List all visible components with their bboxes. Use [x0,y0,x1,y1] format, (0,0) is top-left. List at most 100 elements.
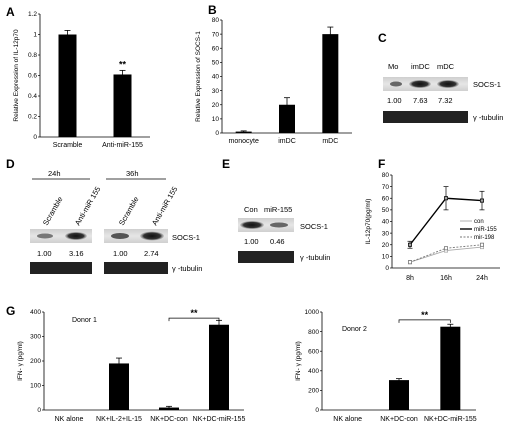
chart-a-bar [58,34,77,137]
chart-g1-ylabel: IFN- γ (pg/ml) [17,341,24,381]
chart-b-ylabel: Relative Expression of SOCS-1 [195,31,202,122]
blot-e-loading: γ -tubulin [300,253,330,262]
blot-e: Con miR-155 SOCS-1 1.00 0.46 γ -tubulin [238,205,330,263]
chart-f-point [407,260,412,265]
chart-b-category-label: monocyte [228,138,258,145]
blot-d-band-4 [140,231,164,241]
chart-a-ytick-label: 0.8 [28,52,37,59]
chart-a-ytick-label: 0.4 [28,93,37,100]
chart-a-ytick-label: 0.6 [28,73,37,80]
chart-f-legend-label: miR-155 [474,227,497,233]
blot-c-lane-1: Mo [388,62,398,71]
chart-g1-significance-bracket [168,317,220,322]
blot-d: 24h 36h Scramble Anti-miR 155 Scramble A… [30,169,202,274]
chart-b-ytick-label: 60 [212,45,220,52]
chart-g1-bar [209,324,229,410]
panel-label-f: F [378,157,385,171]
blot-d-loading-band-2 [104,262,168,274]
chart-f-ytick-label: 80 [382,172,390,179]
chart-g2-ytick-label: 400 [308,368,319,375]
chart-b-ytick-label: 20 [212,102,220,109]
chart-b: 0 10 20 30 40 50 60 70 80 Relative Expression of … [195,17,352,145]
chart-g2-ytick-label: 1000 [305,309,320,316]
chart-g1-ytick-label: 300 [30,334,41,341]
chart-g1-ytick-label: 200 [30,358,41,365]
chart-a: 0 0.2 0.4 0.6 0.8 1 1.2 Relative Expression of … [13,11,150,149]
blot-d-band-2 [65,232,87,240]
chart-g2-category-label: NK+DC-con [380,416,418,423]
chart-b-category-label: mDC [322,138,338,145]
blot-c-loading: γ -tubulin [473,113,503,122]
blot-d-protein: SOCS-1 [172,233,200,242]
chart-g1-ytick-label: 400 [30,309,41,316]
chart-g1-category-label: NK alone [55,416,84,423]
chart-a-bar [113,74,132,137]
chart-f-ytick-label: 50 [382,207,390,214]
blot-d-band-1 [37,233,53,239]
chart-g1-ytick-label: 100 [30,383,41,390]
chart-b-ytick-label: 40 [212,74,220,81]
blot-c-quant-1: 1.00 [387,96,402,105]
blot-e-band-1 [240,221,264,229]
chart-f-ytick-label: 20 [382,242,390,249]
chart-f-legend-label: con [474,219,484,225]
chart-f-ytick-label: 60 [382,195,390,202]
chart-b-ytick-label: 0 [215,130,219,137]
chart-b-ytick-label: 10 [212,116,220,123]
chart-f-ytick-label: 10 [382,254,390,261]
chart-g2-ytick-label: 0 [315,407,319,414]
chart-g1-bar [109,363,129,410]
chart-g2-significance-bracket [398,319,451,323]
blot-d-lane-1: Scramble [41,195,65,227]
blot-c-quant-2: 7.63 [413,96,428,105]
chart-a-ytick-label: 1.2 [28,11,37,18]
chart-b-ytick-label: 70 [212,31,220,38]
chart-g2-category-label: NK alone [333,416,362,423]
chart-f-ytick-label: 30 [382,230,390,237]
chart-g1-title: Donor 1 [72,317,97,324]
chart-b-ytick-label: 80 [212,17,220,24]
blot-d-quant-1: 1.00 [37,249,52,258]
chart-a-category-label: Anti-miR-155 [102,142,143,149]
chart-f-xtick-label: 8h [406,275,414,282]
blot-d-band-3 [111,233,129,239]
chart-f-ylabel: IL-12p70(pg/ml) [365,199,372,245]
blot-d-lane-2: Anti-miR 155 [73,185,102,227]
blot-c-loading-band [383,111,468,123]
blot-e-protein: SOCS-1 [300,222,328,231]
panel-label-b: B [208,3,217,17]
chart-g2-ytick-label: 600 [308,348,319,355]
chart-g1-significance: ** [190,308,198,318]
chart-a-significance: ** [119,59,127,69]
chart-g-donor-2: 0 200 400 600 800 1000 IFN- γ (pg/ml) NK alone N… [295,309,477,423]
chart-a-ytick-label: 1 [33,32,37,39]
chart-f-ytick-label: 70 [382,184,390,191]
blot-d-quant-3: 1.00 [113,249,128,258]
panel-label-e: E [222,157,230,171]
panel-label-c: C [378,31,387,45]
chart-g-donor-1: 0 100 200 300 400 IFN- γ (pg/ml) NK alone NK+IL… [17,308,245,423]
chart-g2-title: Donor 2 [342,326,367,333]
blot-c-band-3 [437,80,459,88]
chart-f-xtick-label: 16h [440,275,452,282]
chart-g1-category-label: NK+DC-miR-155 [193,416,246,423]
blot-c-lane-3: mDC [437,62,455,71]
blot-c-band-1 [390,81,402,87]
chart-g2-ytick-label: 800 [308,329,319,336]
blot-e-lane-1: Con [244,205,258,214]
chart-g2-bar [389,380,409,410]
chart-g2-significance: ** [421,310,429,320]
blot-d-lane-4: Anti-miR 155 [150,185,179,227]
blot-e-lane-2: miR-155 [264,205,292,214]
chart-b-bar [322,34,339,133]
chart-g2-ytick-label: 200 [308,388,319,395]
blot-d-loading: γ -tubulin [172,264,202,273]
chart-f: 0 10 20 30 40 50 60 70 80 IL-12p70(pg/ml) 8h 16h 24h… [365,172,500,282]
blot-c-band-2 [409,80,431,88]
chart-b-ytick-label: 50 [212,60,220,67]
chart-a-ylabel: Relative Expression of IL-12p70 [13,29,20,122]
chart-f-xtick-label: 24h [476,275,488,282]
chart-b-category-label: imDC [278,138,296,145]
chart-g1-ytick-label: 0 [37,407,41,414]
